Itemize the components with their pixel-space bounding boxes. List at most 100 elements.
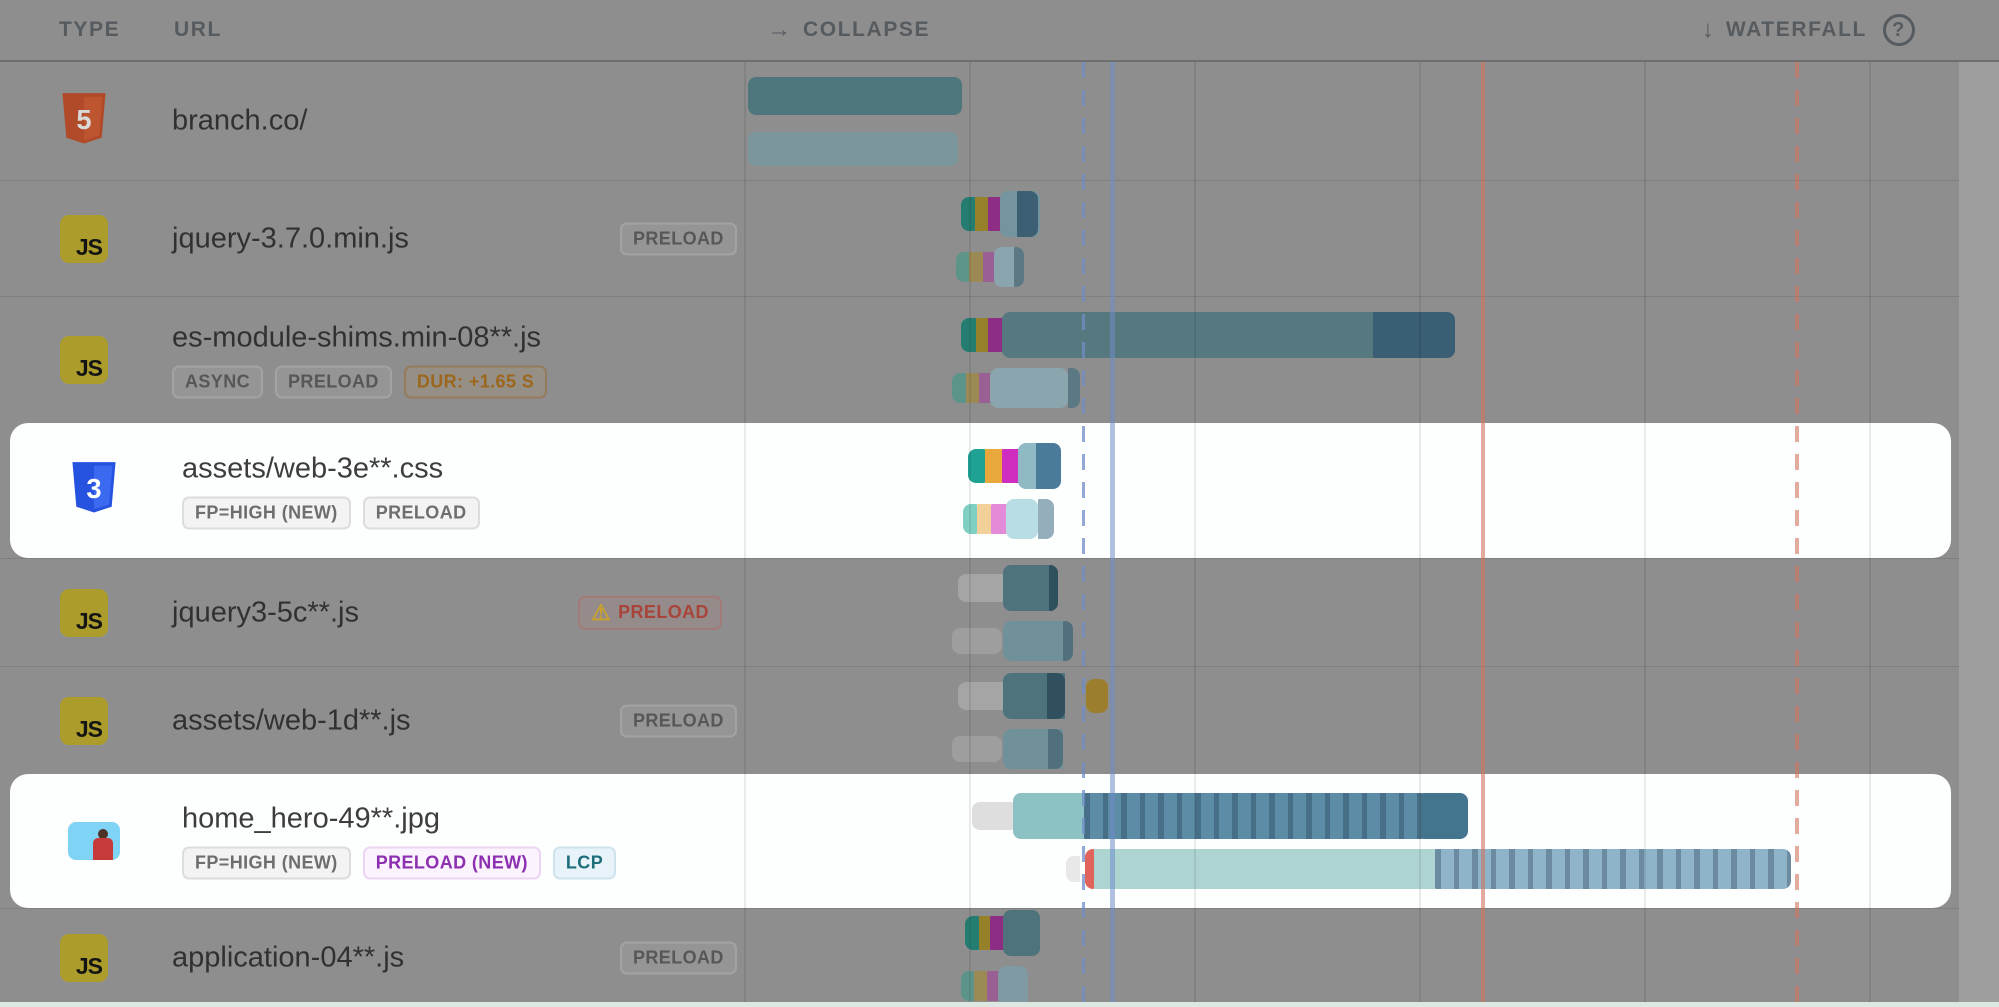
waterfall-segment[interactable]	[1085, 849, 1094, 889]
badge-label: PRELOAD (NEW)	[375, 852, 528, 873]
waterfall-segment[interactable]	[1048, 728, 1063, 769]
waterfall-segment[interactable]	[958, 681, 1008, 710]
waterfall-segment[interactable]	[983, 251, 997, 282]
request-row[interactable]: JS application-04**.js PRELOAD	[0, 908, 1999, 1007]
request-row[interactable]: JS assets/web-1d**.js PRELOAD	[0, 666, 1999, 774]
request-row[interactable]: 3 assets/web-3e**.css FP=HIGH (NEW) PRELOAD	[0, 423, 1999, 558]
waterfall-segment[interactable]	[1013, 793, 1085, 839]
scrollbar-gutter[interactable]	[1959, 0, 1999, 1007]
html5-icon: 5	[58, 92, 110, 147]
type-column-header: TYPE	[59, 18, 121, 41]
request-url: jquery3-5c**.js	[172, 596, 359, 628]
image-thumbnail-icon	[68, 822, 120, 860]
request-bar-line	[10, 849, 1951, 889]
waterfall-segment[interactable]	[952, 735, 1002, 762]
waterfall-segment[interactable]	[748, 77, 962, 115]
waterfall-segment[interactable]	[961, 318, 976, 352]
person-body	[93, 838, 113, 860]
waterfall-segment[interactable]	[1086, 678, 1108, 713]
highlighted-row-card: home_hero-49**.jpg FP=HIGH (NEW) PRELOAD (…	[10, 774, 1951, 908]
image-icon	[68, 815, 120, 867]
waterfall-segment[interactable]	[1094, 849, 1435, 889]
waterfall-segment[interactable]	[961, 196, 975, 231]
badge-label: FP=HIGH (NEW)	[195, 502, 338, 522]
waterfall-segment[interactable]	[1003, 910, 1040, 956]
waterfall-segment[interactable]	[1038, 498, 1054, 539]
waterfall-segment[interactable]	[977, 503, 991, 534]
request-meta: assets/web-1d**.js	[172, 704, 411, 737]
waterfall-segment[interactable]	[975, 196, 988, 231]
waterfall-segment[interactable]	[1047, 672, 1065, 719]
waterfall-segment[interactable]	[748, 132, 958, 166]
waterfall-segment[interactable]	[1063, 620, 1073, 661]
badge-label: PRELOAD	[288, 371, 379, 392]
waterfall-segment[interactable]	[988, 318, 1003, 352]
waterfall-segment[interactable]	[958, 573, 1008, 602]
request-row[interactable]: 5 branch.co/	[0, 62, 1999, 180]
css3-icon: 3	[71, 462, 117, 519]
waterfall-segment[interactable]	[1435, 849, 1791, 889]
waterfall-sort-control[interactable]: ↓ WATERFALL ?	[1702, 14, 1915, 46]
help-icon[interactable]: ?	[1883, 14, 1915, 46]
waterfall-segment[interactable]	[1002, 312, 1373, 358]
request-row[interactable]: JS es-module-shims.min-08**.js ASYNC PRELOA…	[0, 296, 1999, 423]
request-bar-line	[10, 498, 1951, 539]
waterfall-segment[interactable]	[1017, 190, 1038, 237]
waterfall-segment[interactable]	[990, 368, 1068, 408]
waterfall-segment[interactable]	[1003, 620, 1073, 661]
waterfall-segment[interactable]	[985, 448, 1002, 483]
highlighted-row-card: 3 assets/web-3e**.css FP=HIGH (NEW) PRELOAD	[10, 423, 1951, 558]
waterfall-segment[interactable]	[1373, 312, 1455, 358]
badge-dur-1-65-s: DUR: +1.65 S	[403, 365, 548, 399]
waterfall-segment[interactable]	[998, 966, 1028, 1006]
waterfall-segment[interactable]	[974, 971, 987, 1001]
badge-row: FP=HIGH (NEW) PRELOAD (NEW) LCP	[182, 846, 617, 880]
waterfall-segment[interactable]	[976, 318, 988, 352]
badge-lcp: LCP	[552, 846, 617, 880]
waterfall-segment[interactable]	[966, 373, 979, 403]
request-row[interactable]: home_hero-49**.jpg FP=HIGH (NEW) PRELOAD (…	[0, 774, 1999, 908]
waterfall-segment[interactable]	[1003, 564, 1058, 611]
js-icon: JS	[60, 588, 108, 637]
waterfall-segment[interactable]	[1002, 448, 1020, 483]
waterfall-segment[interactable]	[1049, 564, 1058, 611]
css3-icon: 3	[68, 462, 120, 519]
waterfall-segment[interactable]	[1036, 442, 1061, 489]
waterfall-segment[interactable]	[969, 251, 983, 282]
waterfall-segment[interactable]	[1422, 793, 1468, 839]
waterfall-segment[interactable]	[1006, 498, 1038, 539]
waterfall-segment[interactable]	[956, 251, 969, 282]
person-head	[98, 829, 108, 839]
waterfall-segment[interactable]	[965, 916, 979, 950]
waterfall-segment[interactable]	[961, 971, 974, 1001]
waterfall-segment[interactable]	[952, 373, 966, 403]
collapse-label: COLLAPSE	[803, 18, 931, 41]
request-meta: assets/web-3e**.css FP=HIGH (NEW) PRELOAD	[182, 452, 480, 529]
request-row[interactable]: JS jquery-3.7.0.min.js PRELOAD	[0, 180, 1999, 296]
waterfall-segment[interactable]	[991, 503, 1009, 534]
waterfall-segment[interactable]	[979, 916, 990, 950]
waterfall-segment[interactable]	[952, 627, 1002, 654]
js-icon: JS	[58, 695, 110, 747]
badge-row: ASYNC PRELOAD DUR: +1.65 S	[172, 365, 548, 399]
waterfall-segment[interactable]	[1068, 368, 1080, 408]
waterfall-segment[interactable]	[1014, 246, 1024, 287]
request-row[interactable]: JS jquery3-5c**.js ⚠ PRELOAD	[0, 558, 1999, 666]
request-meta: jquery-3.7.0.min.js	[172, 222, 409, 255]
js-icon: JS	[58, 213, 110, 265]
waterfall-segment[interactable]	[972, 802, 1018, 830]
badge-preload: PRELOAD	[620, 222, 737, 255]
collapse-control[interactable]: → COLLAPSE	[767, 16, 930, 44]
waterfall-segment[interactable]	[1066, 856, 1080, 882]
waterfall-segment[interactable]	[987, 971, 1000, 1001]
request-url: es-module-shims.min-08**.js	[172, 321, 542, 354]
sort-down-arrow-icon: ↓	[1701, 16, 1714, 43]
badge-row: FP=HIGH (NEW) PRELOAD	[182, 496, 480, 529]
badge-preload: ⚠ PRELOAD	[578, 595, 722, 630]
waterfall-segment[interactable]	[968, 448, 985, 483]
waterfall-segment[interactable]	[988, 196, 1001, 231]
waterfall-segment[interactable]	[1084, 793, 1422, 839]
waterfall-segment[interactable]	[963, 503, 977, 534]
badge-label: ASYNC	[185, 371, 251, 392]
waterfall-segment[interactable]	[979, 373, 992, 403]
